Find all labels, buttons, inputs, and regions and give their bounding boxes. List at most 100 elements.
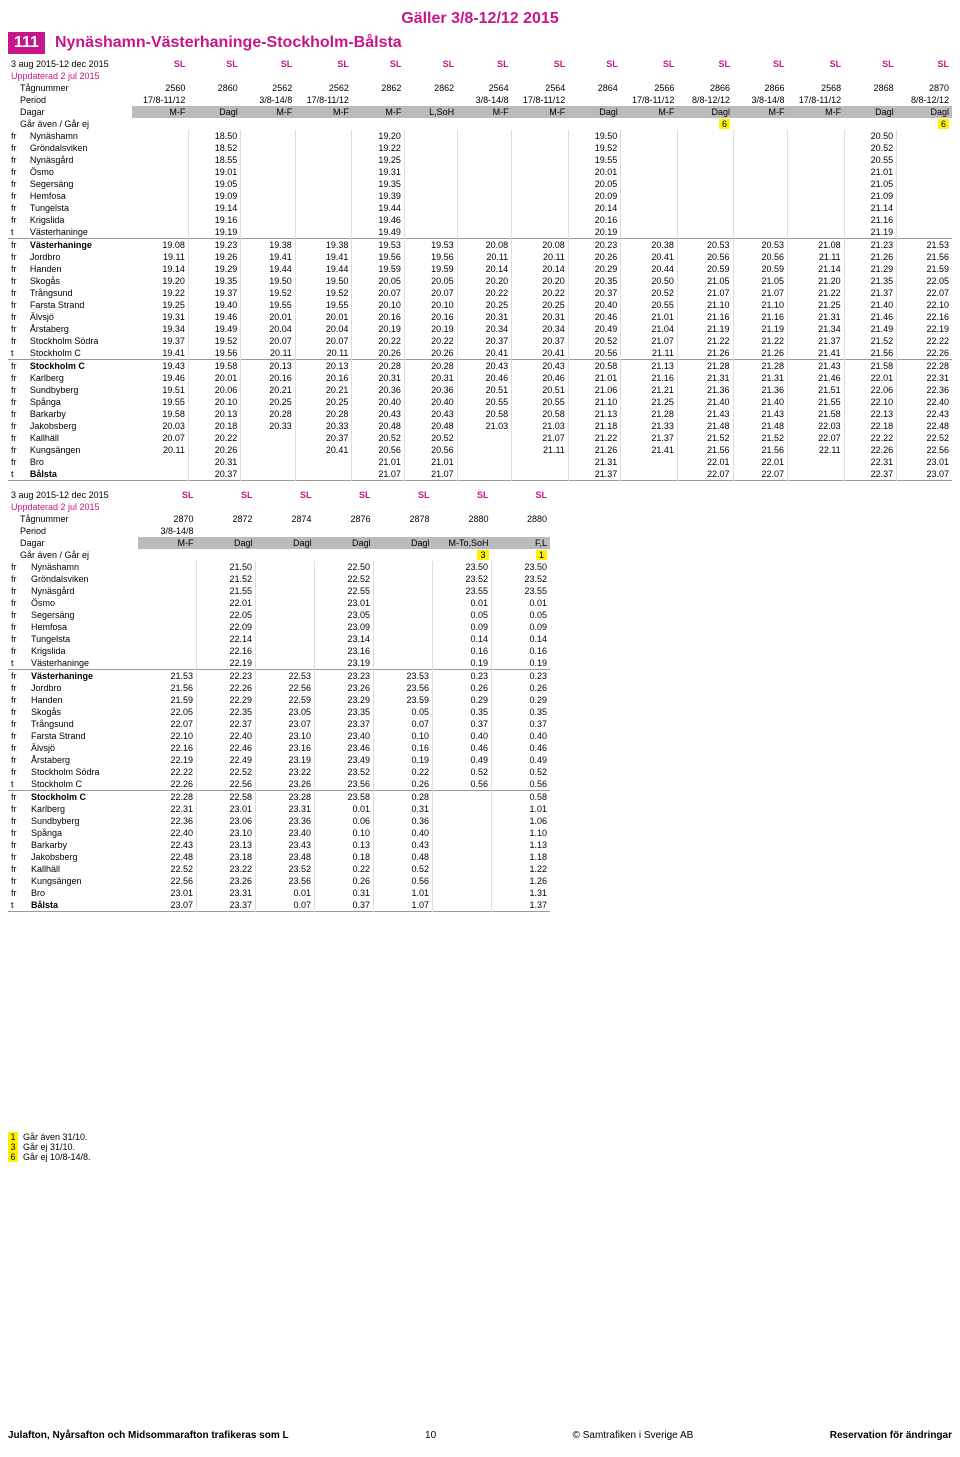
departure-time: 0.49	[433, 754, 492, 766]
departure-time: 21.46	[844, 311, 896, 323]
departure-time: 23.26	[256, 778, 315, 791]
departure-time: 19.41	[295, 251, 352, 263]
departure-time: 22.29	[197, 694, 256, 706]
departure-time: 0.19	[492, 657, 551, 670]
notes-label: Går även / Går ej	[8, 549, 138, 561]
station-name: Barkarby	[27, 408, 132, 420]
departure-time: 19.49	[352, 226, 404, 239]
departure-time: 19.46	[188, 311, 240, 323]
departure-time: 20.37	[512, 335, 569, 347]
departure-time: 22.14	[197, 633, 256, 645]
timetable-2: 3 aug 2015-12 dec 2015SLSLSLSLSLSLSLUppd…	[8, 489, 952, 912]
station-name: Ösmo	[28, 597, 138, 609]
departure-time: 21.58	[844, 360, 896, 373]
departure-time: 23.50	[492, 561, 551, 573]
departure-time: 22.10	[844, 396, 896, 408]
departure-time	[256, 597, 315, 609]
departure-time: 20.01	[568, 166, 620, 178]
departure-time: 0.19	[433, 657, 492, 670]
departure-time: 20.16	[241, 372, 296, 384]
departure-time	[788, 226, 845, 239]
departure-time: 19.40	[188, 299, 240, 311]
departure-time: 20.37	[457, 335, 512, 347]
station-op: fr	[8, 372, 27, 384]
departure-time: 22.50	[315, 561, 374, 573]
departure-time	[374, 597, 433, 609]
departure-time: 22.48	[897, 420, 952, 432]
departure-time: 20.14	[457, 263, 512, 275]
departure-time: 20.19	[568, 226, 620, 239]
departure-time	[433, 887, 492, 899]
departure-time: 19.58	[188, 360, 240, 373]
departure-time: 22.07	[897, 287, 952, 299]
operator-label: SL	[188, 58, 240, 70]
departure-time: 21.13	[568, 408, 620, 420]
departure-time: 22.53	[256, 670, 315, 683]
departure-time: 19.19	[188, 226, 240, 239]
departure-time	[788, 190, 845, 202]
departure-time: 0.52	[492, 766, 551, 778]
departure-time: 19.35	[352, 178, 404, 190]
departure-time: 23.14	[315, 633, 374, 645]
departure-time: 21.37	[568, 468, 620, 481]
train-number: 2870	[897, 82, 952, 94]
departure-time: 21.31	[568, 456, 620, 468]
departure-time: 20.14	[568, 202, 620, 214]
operator-label: SL	[295, 58, 352, 70]
departure-time: 21.56	[897, 251, 952, 263]
departure-time: 23.31	[197, 887, 256, 899]
departure-time: 0.07	[374, 718, 433, 730]
departure-time	[621, 456, 678, 468]
trainnum-label: Tågnummer	[8, 513, 138, 525]
station-op: fr	[8, 263, 27, 275]
departure-time	[677, 178, 733, 190]
station-op: fr	[8, 311, 27, 323]
departure-time: 21.16	[733, 311, 788, 323]
departure-time: 23.55	[433, 585, 492, 597]
departure-time: 20.49	[568, 323, 620, 335]
departure-time: 22.35	[197, 706, 256, 718]
departure-time: 20.44	[621, 263, 678, 275]
days-value: Dagl	[677, 106, 733, 118]
departure-time: 21.04	[621, 323, 678, 335]
departure-time: 21.20	[788, 275, 845, 287]
departure-time	[295, 130, 352, 142]
station-op: fr	[8, 299, 27, 311]
departure-time: 19.53	[404, 239, 457, 252]
train-number: 2564	[512, 82, 569, 94]
station-name: Västerhaninge	[28, 670, 138, 683]
departure-time: 19.22	[132, 287, 188, 299]
departure-time: 19.55	[241, 299, 296, 311]
departure-time: 19.25	[132, 299, 188, 311]
departure-time: 20.34	[457, 323, 512, 335]
departure-time: 20.52	[568, 335, 620, 347]
departure-time	[897, 214, 952, 226]
departure-time: 23.10	[197, 827, 256, 839]
station-name: Farsta Strand	[28, 730, 138, 742]
departure-time	[512, 468, 569, 481]
station-name: Gröndalsviken	[27, 142, 132, 154]
departure-time: 23.09	[315, 621, 374, 633]
departure-time: 21.28	[733, 360, 788, 373]
departure-time: 23.59	[374, 694, 433, 706]
departure-time: 21.07	[621, 335, 678, 347]
departure-time	[733, 142, 788, 154]
departure-time: 21.59	[138, 694, 197, 706]
departure-time: 23.07	[897, 468, 952, 481]
station-op: t	[8, 226, 27, 239]
station-name: Nynäshamn	[28, 561, 138, 573]
departure-time: 19.46	[132, 372, 188, 384]
days-value: Dagl	[188, 106, 240, 118]
departure-time: 19.39	[352, 190, 404, 202]
departure-time: 22.19	[138, 754, 197, 766]
departure-time: 21.31	[733, 372, 788, 384]
departure-time: 22.56	[897, 444, 952, 456]
departure-time: 22.56	[197, 778, 256, 791]
train-number: 2564	[457, 82, 512, 94]
days-value: M-F	[295, 106, 352, 118]
operator-label: SL	[256, 489, 315, 501]
departure-time: 22.10	[138, 730, 197, 742]
departure-time	[788, 468, 845, 481]
departure-time: 20.37	[188, 468, 240, 481]
departure-time	[457, 456, 512, 468]
